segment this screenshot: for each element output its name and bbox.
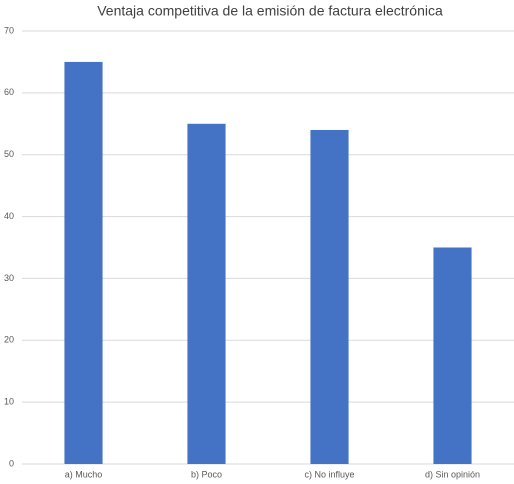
y-tick-label: 70 bbox=[4, 25, 14, 35]
y-tick-label: 0 bbox=[9, 458, 14, 468]
bar bbox=[64, 61, 103, 465]
y-tick-label: 60 bbox=[4, 87, 14, 97]
y-tick-label: 20 bbox=[4, 335, 14, 345]
y-tick-label: 10 bbox=[4, 397, 14, 407]
x-tick-label: c) No influye bbox=[304, 469, 354, 479]
bar bbox=[187, 123, 226, 465]
y-tick-label: 50 bbox=[4, 149, 14, 159]
bar bbox=[433, 247, 472, 464]
y-tick-label: 30 bbox=[4, 273, 14, 283]
chart-title: Ventaja competitiva de la emisión de fac… bbox=[97, 3, 443, 19]
x-tick-label: b) Poco bbox=[191, 469, 222, 479]
x-tick-label: a) Mucho bbox=[65, 469, 103, 479]
y-tick-label: 40 bbox=[4, 211, 14, 221]
x-tick-label: d) Sin opinión bbox=[425, 469, 480, 479]
bar bbox=[310, 129, 349, 464]
